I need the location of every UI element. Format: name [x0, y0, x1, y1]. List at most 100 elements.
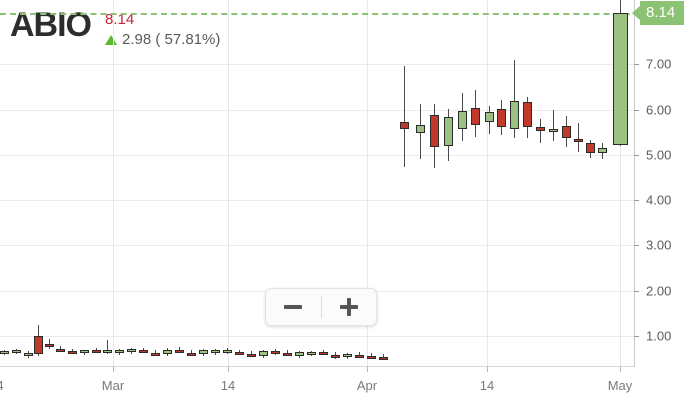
candle-body — [246, 354, 256, 358]
candlestick — [102, 339, 112, 355]
candle-body — [282, 353, 292, 357]
candle-body — [399, 122, 409, 129]
candle-wick — [106, 339, 108, 355]
gridline-horizontal — [0, 200, 634, 202]
candle-body — [114, 349, 124, 353]
candle-body — [366, 355, 376, 359]
candle-body — [55, 348, 65, 352]
candlestick — [294, 351, 304, 358]
candle-body — [330, 355, 340, 358]
candle-body — [23, 353, 33, 357]
candle-body — [102, 349, 112, 353]
candle-body — [198, 349, 208, 355]
y-axis-label: 1.00 — [646, 328, 672, 344]
last-price-badge: 8.14 — [640, 0, 685, 25]
candle-body — [415, 124, 425, 134]
candle-wick — [577, 123, 579, 153]
candlestick — [162, 347, 172, 356]
chart-plot-area[interactable] — [0, 0, 634, 366]
gridline-vertical — [620, 0, 621, 366]
candle-body — [270, 351, 280, 355]
candlestick — [522, 96, 532, 138]
candlestick — [573, 123, 583, 153]
candlestick — [55, 345, 65, 352]
candle-body — [44, 344, 54, 348]
candle-body — [548, 128, 558, 133]
candle-body — [306, 351, 316, 355]
y-axis-label: 2.00 — [646, 283, 672, 299]
x-axis-tick — [620, 366, 621, 372]
candlestick — [443, 108, 453, 162]
candle-body — [210, 349, 220, 354]
candle-body — [11, 349, 21, 353]
candle-body — [294, 352, 304, 357]
zoom-divider — [320, 296, 322, 318]
candlestick — [597, 143, 607, 160]
candle-wick — [513, 59, 515, 138]
candlestick — [79, 349, 89, 355]
quote-block: 8.14 2.98 ( 57.81%) — [105, 8, 220, 48]
zoom-out-button[interactable] — [266, 289, 321, 325]
candlestick — [91, 347, 101, 354]
candle-body — [126, 349, 136, 353]
y-axis-line — [634, 0, 635, 367]
candle-body — [354, 355, 364, 358]
y-axis-tick — [634, 109, 639, 111]
candlestick — [457, 93, 467, 142]
candlestick — [198, 348, 208, 356]
candlestick — [509, 59, 519, 138]
candlestick — [378, 354, 388, 360]
candle-body — [509, 101, 519, 129]
gridline-vertical — [228, 0, 229, 366]
arrow-up-icon — [105, 34, 117, 45]
x-axis-label: 14 — [479, 378, 495, 393]
candlestick — [429, 104, 439, 169]
candle-body — [258, 351, 268, 356]
gridline-horizontal — [0, 245, 634, 247]
candle-body — [457, 111, 467, 130]
x-axis-tick — [487, 366, 488, 372]
candlestick — [33, 325, 43, 356]
candlestick — [174, 346, 184, 354]
candle-wick — [48, 339, 50, 349]
candle-body — [443, 116, 453, 146]
y-axis-tick — [634, 245, 639, 247]
candle-body — [138, 350, 148, 354]
candle-body — [484, 112, 494, 123]
candlestick — [535, 119, 545, 143]
zoom-in-button[interactable] — [322, 289, 377, 325]
candle-body — [222, 349, 232, 353]
candlestick — [342, 353, 352, 359]
candle-body — [162, 349, 172, 355]
candle-body — [496, 108, 506, 127]
candlestick — [496, 100, 506, 135]
candlestick — [354, 352, 364, 358]
x-axis-line — [0, 366, 634, 367]
candle-wick — [403, 66, 405, 168]
y-axis-tick — [634, 154, 639, 156]
candlestick — [318, 350, 328, 356]
y-axis-label: 5.00 — [646, 147, 672, 163]
candlestick — [470, 90, 480, 137]
gridline-vertical — [487, 0, 488, 366]
candle-wick — [178, 346, 180, 354]
gridline-horizontal — [0, 154, 634, 156]
x-axis-label: 14 — [220, 378, 236, 393]
candlestick — [23, 351, 33, 358]
candlestick — [246, 351, 256, 358]
x-axis-label: Mar — [101, 378, 125, 393]
last-price: 8.14 — [105, 11, 135, 28]
candle-body — [535, 126, 545, 132]
y-axis-tick — [634, 64, 639, 66]
y-axis-tick — [634, 290, 639, 292]
candlestick — [222, 347, 232, 355]
candlestick — [11, 348, 21, 355]
candlestick — [114, 348, 124, 355]
candle-body — [612, 12, 628, 145]
candlestick — [561, 115, 571, 147]
candle-wick — [250, 351, 252, 357]
candle-body — [186, 352, 196, 356]
last-price-badge-pointer — [632, 4, 641, 21]
candlestick — [44, 339, 54, 349]
